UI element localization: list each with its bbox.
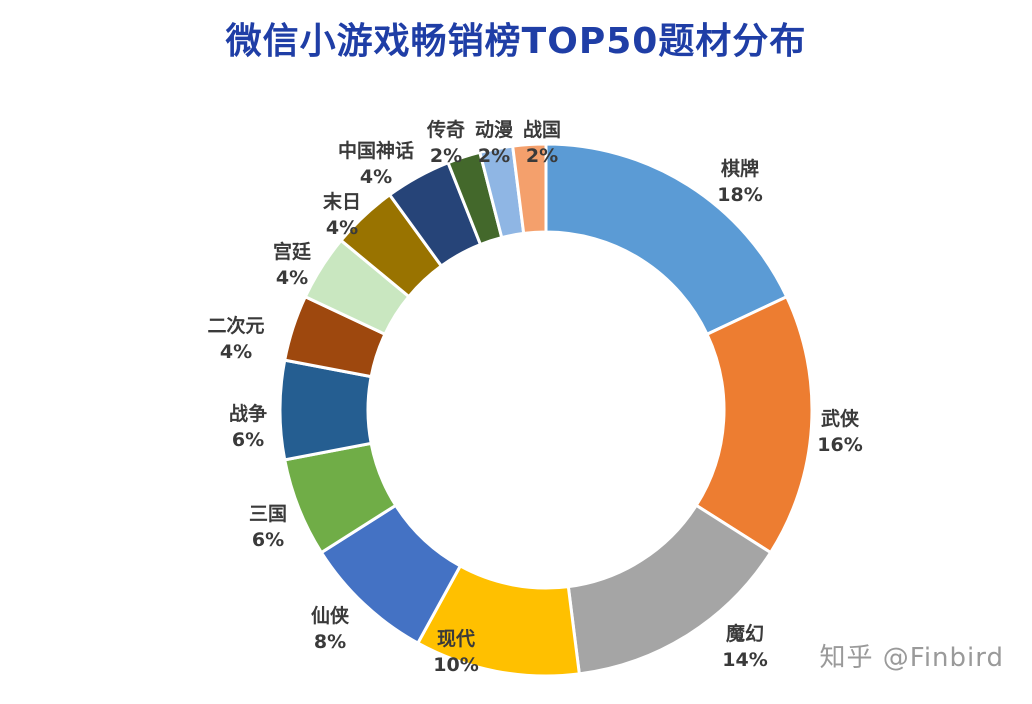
labels: 棋牌 18% 武侠 16% 魔幻 14% 现代 10% 仙侠 8% 三国 6% 战争 6% 二次元 4% 宫廷 4… bbox=[207, 118, 862, 676]
slice-label-category: 魔幻 bbox=[726, 622, 764, 645]
slice-label-category: 现代 bbox=[437, 628, 475, 650]
slice-label-value: 8% bbox=[314, 631, 346, 653]
slice-武侠 bbox=[694, 294, 814, 555]
slice-label-value: 2% bbox=[478, 145, 510, 167]
slice-label-category: 三国 bbox=[249, 503, 287, 525]
slice-label-value: 6% bbox=[252, 529, 284, 551]
slice-label-category: 传奇 bbox=[426, 118, 465, 141]
slice-label-value: 4% bbox=[360, 166, 392, 188]
slice-label-value: 2% bbox=[430, 145, 462, 167]
slice-label-category: 二次元 bbox=[207, 314, 264, 337]
slice-label-category: 棋牌 bbox=[721, 157, 759, 180]
slices bbox=[278, 142, 814, 678]
chart-title: 微信小游戏畅销榜TOP50题材分布 bbox=[225, 21, 807, 62]
slice-label-value: 4% bbox=[276, 267, 308, 289]
slice-label-value: 2% bbox=[526, 145, 558, 167]
slice-战国 bbox=[510, 142, 548, 236]
slice-label-value: 10% bbox=[433, 654, 478, 676]
watermark: 知乎 @Finbird bbox=[819, 643, 1004, 673]
slice-label-category: 战国 bbox=[523, 119, 561, 141]
slice-label-value: 4% bbox=[220, 341, 252, 363]
slice-label-category: 武侠 bbox=[821, 407, 860, 430]
slice-label-value: 4% bbox=[326, 217, 358, 239]
slice-label-value: 16% bbox=[817, 434, 862, 456]
slice-label-value: 18% bbox=[717, 184, 762, 206]
slice-label-value: 6% bbox=[232, 429, 264, 451]
slice-label-category: 仙侠 bbox=[311, 604, 350, 627]
slice-label-value: 14% bbox=[722, 649, 767, 671]
slice-label-category: 宫廷 bbox=[273, 240, 312, 263]
slice-label-category: 末日 bbox=[323, 190, 361, 213]
slice-label-category: 动漫 bbox=[475, 119, 514, 141]
slice-label-category: 战争 bbox=[229, 402, 267, 425]
slice-label-category: 中国神话 bbox=[338, 139, 414, 162]
